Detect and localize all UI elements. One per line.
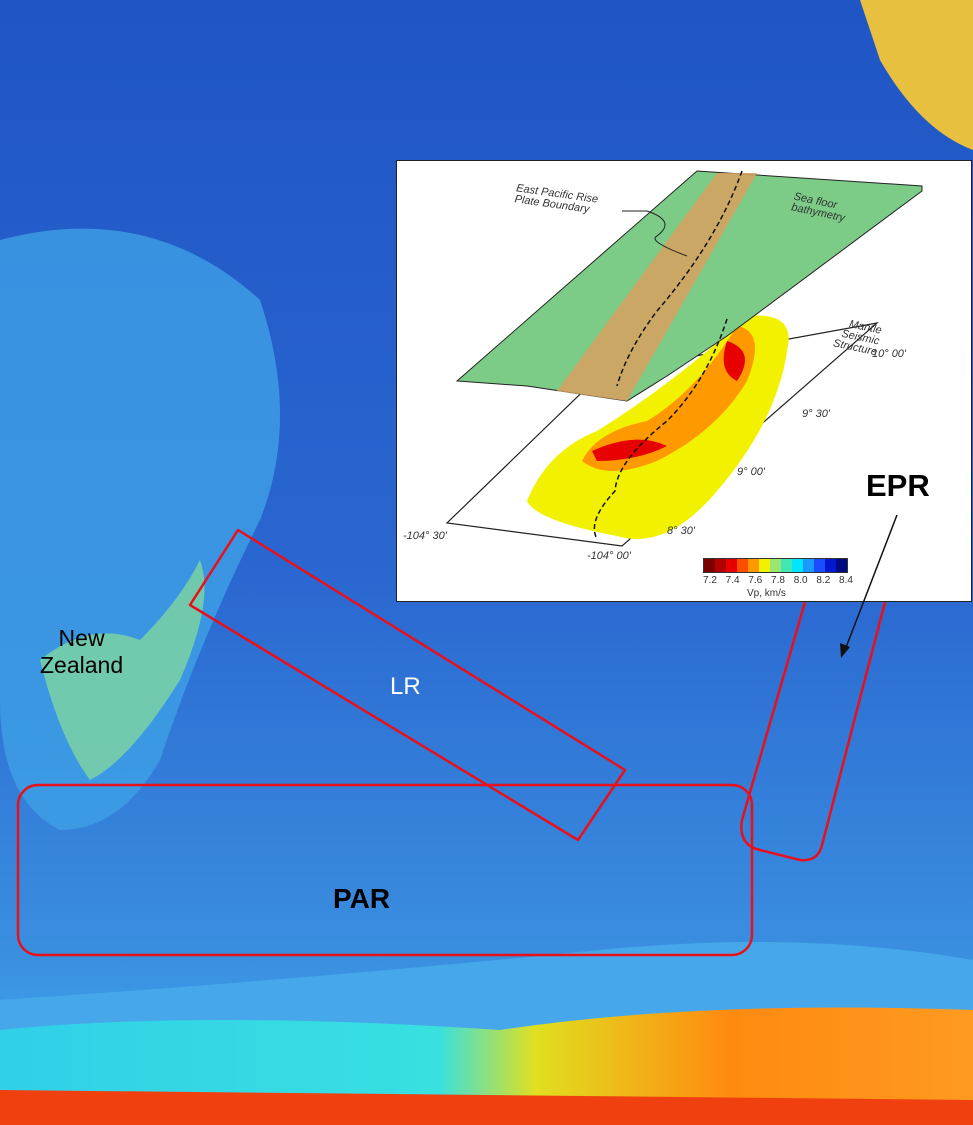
colorbar-swatch — [803, 559, 814, 572]
par-box — [16, 783, 754, 957]
antarctica-coast — [0, 1090, 973, 1125]
colorbar-tick: 8.0 — [793, 575, 808, 586]
epr-label: EPR — [866, 468, 930, 503]
epr-inset-figure: East Pacific Rise Plate Boundary Sea flo… — [396, 160, 972, 602]
lat-tick-9-30: 9° 30' — [802, 408, 830, 420]
colorbar-tick: 7.8 — [771, 575, 785, 586]
velocity-colorbar — [703, 558, 848, 573]
mantle-low-velocity — [582, 326, 755, 471]
colorbar-tick: 7.2 — [703, 575, 717, 586]
colorbar-swatch — [836, 559, 847, 572]
rise-crest — [557, 173, 757, 401]
new-zealand-label: New Zealand — [40, 625, 123, 679]
lat-tick-10-00: 10° 00' — [872, 348, 907, 360]
colorbar-swatch — [726, 559, 737, 572]
colorbar-swatch — [770, 559, 781, 572]
mantle-lowest-velocity — [592, 439, 667, 461]
lat-tick-9-00: 9° 00' — [737, 466, 765, 478]
new-zealand-label-line2: Zealand — [40, 652, 124, 678]
mantle-lowest-velocity — [723, 341, 745, 381]
new-zealand-landmass — [40, 560, 205, 780]
lon-tick-104-00: -104° 00' — [587, 550, 631, 562]
colorbar-tick: 7.4 — [725, 575, 740, 586]
colorbar-swatch — [759, 559, 770, 572]
par-label: PAR — [333, 883, 391, 914]
colorbar-swatch — [748, 559, 759, 572]
epr-box — [740, 601, 887, 862]
colorbar-swatch — [781, 559, 792, 572]
colorbar-swatch — [825, 559, 836, 572]
new-zealand-label-line1: New — [58, 625, 105, 651]
plate-boundary-line — [616, 170, 743, 387]
colorbar-swatch — [715, 559, 726, 572]
colorbar-swatch — [792, 559, 803, 572]
lr-label: LR — [390, 673, 421, 700]
colorbar-tick: 7.6 — [748, 575, 763, 586]
colorbar-tick: 8.2 — [816, 575, 831, 586]
plate-boundary-line-mantle — [593, 318, 728, 540]
lat-tick-8-30: 8° 30' — [667, 525, 695, 537]
colorbar-tick: 8.4 — [839, 575, 853, 586]
south-america-coast — [860, 0, 973, 150]
plate-boundary-pointer — [622, 210, 688, 257]
colorbar-swatch — [814, 559, 825, 572]
colorbar-swatch — [704, 559, 715, 572]
colorbar-swatch — [737, 559, 748, 572]
inset-graphics — [445, 170, 923, 547]
lr-box — [188, 528, 627, 842]
colorbar-label: Vp, km/s — [747, 588, 786, 599]
colorbar-ticks: 7.2 7.4 7.6 7.8 8.0 8.2 8.4 — [703, 575, 853, 586]
lon-tick-104-30: -104° 30' — [403, 530, 447, 542]
